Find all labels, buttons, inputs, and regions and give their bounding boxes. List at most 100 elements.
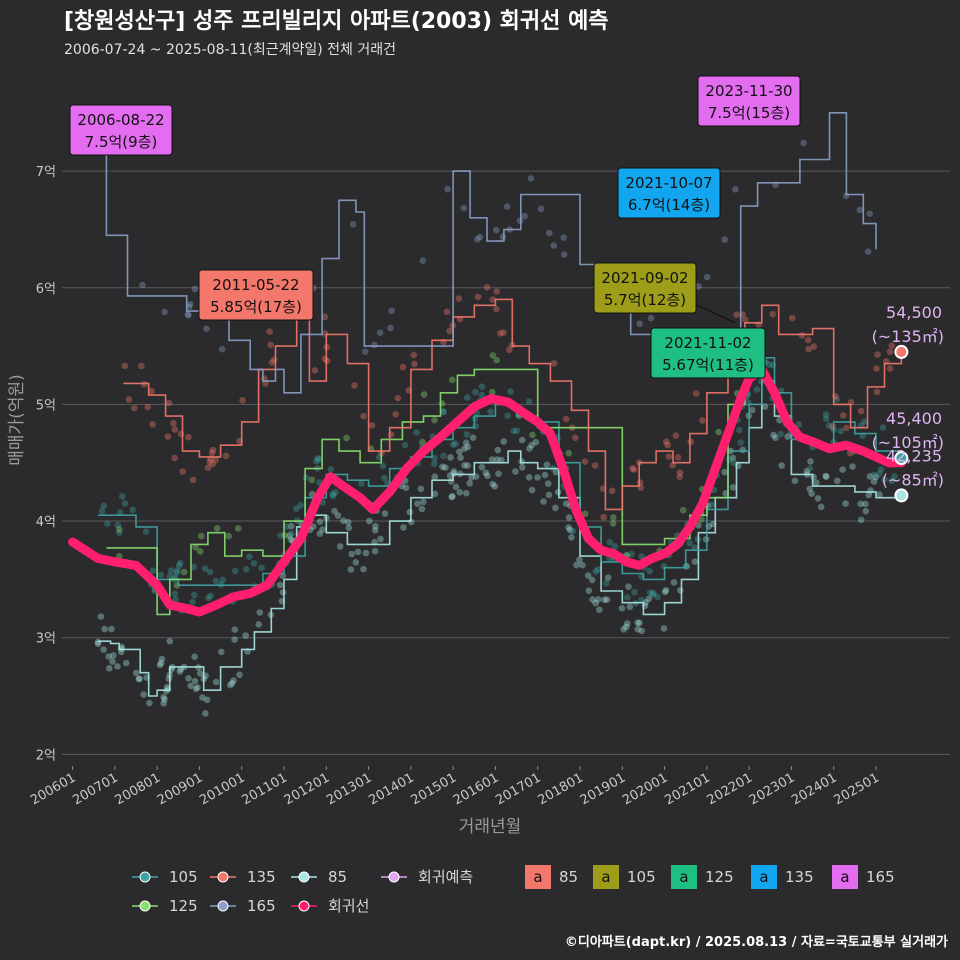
scatter-point-135 [608, 487, 616, 495]
scatter-point-105 [121, 500, 129, 507]
scatter-point-125 [234, 525, 242, 532]
scatter-point-105 [472, 422, 480, 430]
scatter-point-135 [149, 421, 156, 428]
scatter-point-85 [867, 487, 874, 494]
scatter-point-105 [119, 493, 126, 500]
scatter-point-85 [160, 693, 167, 701]
scatter-point-135 [665, 453, 673, 460]
scatter-point-85 [191, 677, 199, 685]
scatter-point-85 [446, 472, 454, 479]
scatter-point-85 [532, 438, 540, 446]
y-tick-label: 4억 [36, 515, 56, 530]
scatter-point-105 [440, 452, 447, 460]
scatter-point-105 [472, 388, 479, 396]
scatter-point-85 [518, 436, 526, 444]
scatter-point-85 [770, 431, 777, 439]
annotation-box [617, 167, 721, 219]
scatter-point-105 [297, 502, 304, 509]
scatter-point-165 [387, 324, 394, 332]
prediction-value: 42,235 [886, 446, 942, 465]
scatter-point-135 [506, 346, 513, 354]
scatter-point-85 [431, 490, 439, 498]
scatter-point-105 [440, 408, 447, 416]
scatter-point-85 [287, 522, 295, 530]
scatter-point-105 [174, 567, 181, 574]
scatter-point-135 [222, 452, 230, 460]
scatter-point-85 [662, 587, 670, 594]
scatter-point-85 [493, 456, 501, 463]
scatter-point-165 [521, 212, 528, 220]
scatter-point-135 [676, 473, 683, 481]
scatter-point-85 [588, 576, 596, 584]
annotations: 2006-08-22 7.5억(9층) 2011-05-22 5.85억(17층) 20… [69, 75, 801, 379]
scatter-point-135 [493, 288, 501, 295]
scatter-point-85 [331, 507, 338, 515]
scatter-point-165 [560, 234, 567, 241]
annotation-box [650, 327, 766, 379]
scatter-point-135 [399, 363, 407, 371]
scatter-point-135 [204, 464, 212, 472]
scatter-point-165 [184, 311, 192, 318]
scatter-point-135 [239, 397, 246, 404]
scatter-point-85 [187, 682, 194, 690]
scatter-point-85 [866, 473, 874, 480]
scatter-point-85 [160, 700, 167, 707]
y-axis-label: 매매가(억원) [7, 374, 27, 465]
scatter-point-165 [527, 175, 535, 182]
scatter-point-85 [464, 462, 471, 469]
scatter-point-85 [500, 438, 508, 445]
scatter-point-135 [888, 342, 895, 350]
scatter-point-85 [491, 483, 499, 490]
scatter-point-85 [739, 446, 747, 454]
scatter-point-85 [442, 464, 449, 471]
legend-marker [139, 900, 151, 912]
scatter-point-105 [806, 465, 814, 472]
scatter-point-165 [550, 242, 558, 249]
scatter-point-85 [784, 433, 791, 440]
scatter-point-135 [206, 458, 213, 466]
scatter-point-105 [167, 567, 175, 574]
scatter-point-125 [715, 428, 722, 436]
scatter-point-105 [332, 489, 339, 496]
scatter-point-85 [636, 619, 643, 627]
scatter-point-85 [334, 512, 342, 519]
scatter-point-105 [316, 456, 323, 463]
scatter-point-85 [463, 489, 470, 497]
scatter-point-165 [218, 345, 226, 353]
series-lines [97, 112, 903, 697]
scatter-point-85 [194, 684, 201, 691]
scatter-point-125 [197, 548, 204, 555]
scatter-point-85 [589, 596, 596, 603]
scatter-point-85 [163, 683, 171, 691]
scatter-point-105 [753, 386, 761, 393]
scatter-point-105 [825, 422, 833, 429]
legend: 105 135 85 회귀예측 125 165 회귀선 a 85 a 105 a 125 a 135 a 165 [132, 865, 895, 915]
scatter-point-125 [281, 532, 289, 539]
scatter-point-105 [649, 591, 657, 598]
scatter-point-135 [392, 411, 400, 418]
scatter-point-85 [466, 480, 474, 487]
scatter-point-125 [116, 526, 123, 533]
y-tick-label: 2억 [36, 748, 56, 763]
scatter-point-125 [431, 416, 438, 424]
scatter-point-85 [122, 659, 130, 667]
scatter-point-105 [190, 563, 198, 571]
scatter-point-85 [279, 589, 287, 596]
scatter-point-125 [197, 532, 205, 540]
scatter-point-125 [449, 376, 456, 384]
scatter-point-85 [340, 517, 347, 524]
legend-box-label: 125 [705, 868, 734, 886]
scatter-point-85 [336, 543, 344, 550]
scatter-point-85 [226, 681, 234, 689]
scatter-point-105 [114, 521, 122, 529]
scatter-point-165 [371, 341, 378, 349]
scatter-point-135 [266, 328, 273, 335]
scatter-point-125 [493, 356, 501, 364]
scatter-point-135 [664, 441, 671, 449]
scatter-point-135 [829, 423, 836, 430]
scatter-point-135 [130, 404, 138, 412]
scatter-point-85 [601, 596, 608, 603]
x-axis-label: 거래년월 [459, 817, 522, 837]
scatter-point-105 [413, 429, 420, 436]
scatter-point-85 [228, 680, 236, 687]
